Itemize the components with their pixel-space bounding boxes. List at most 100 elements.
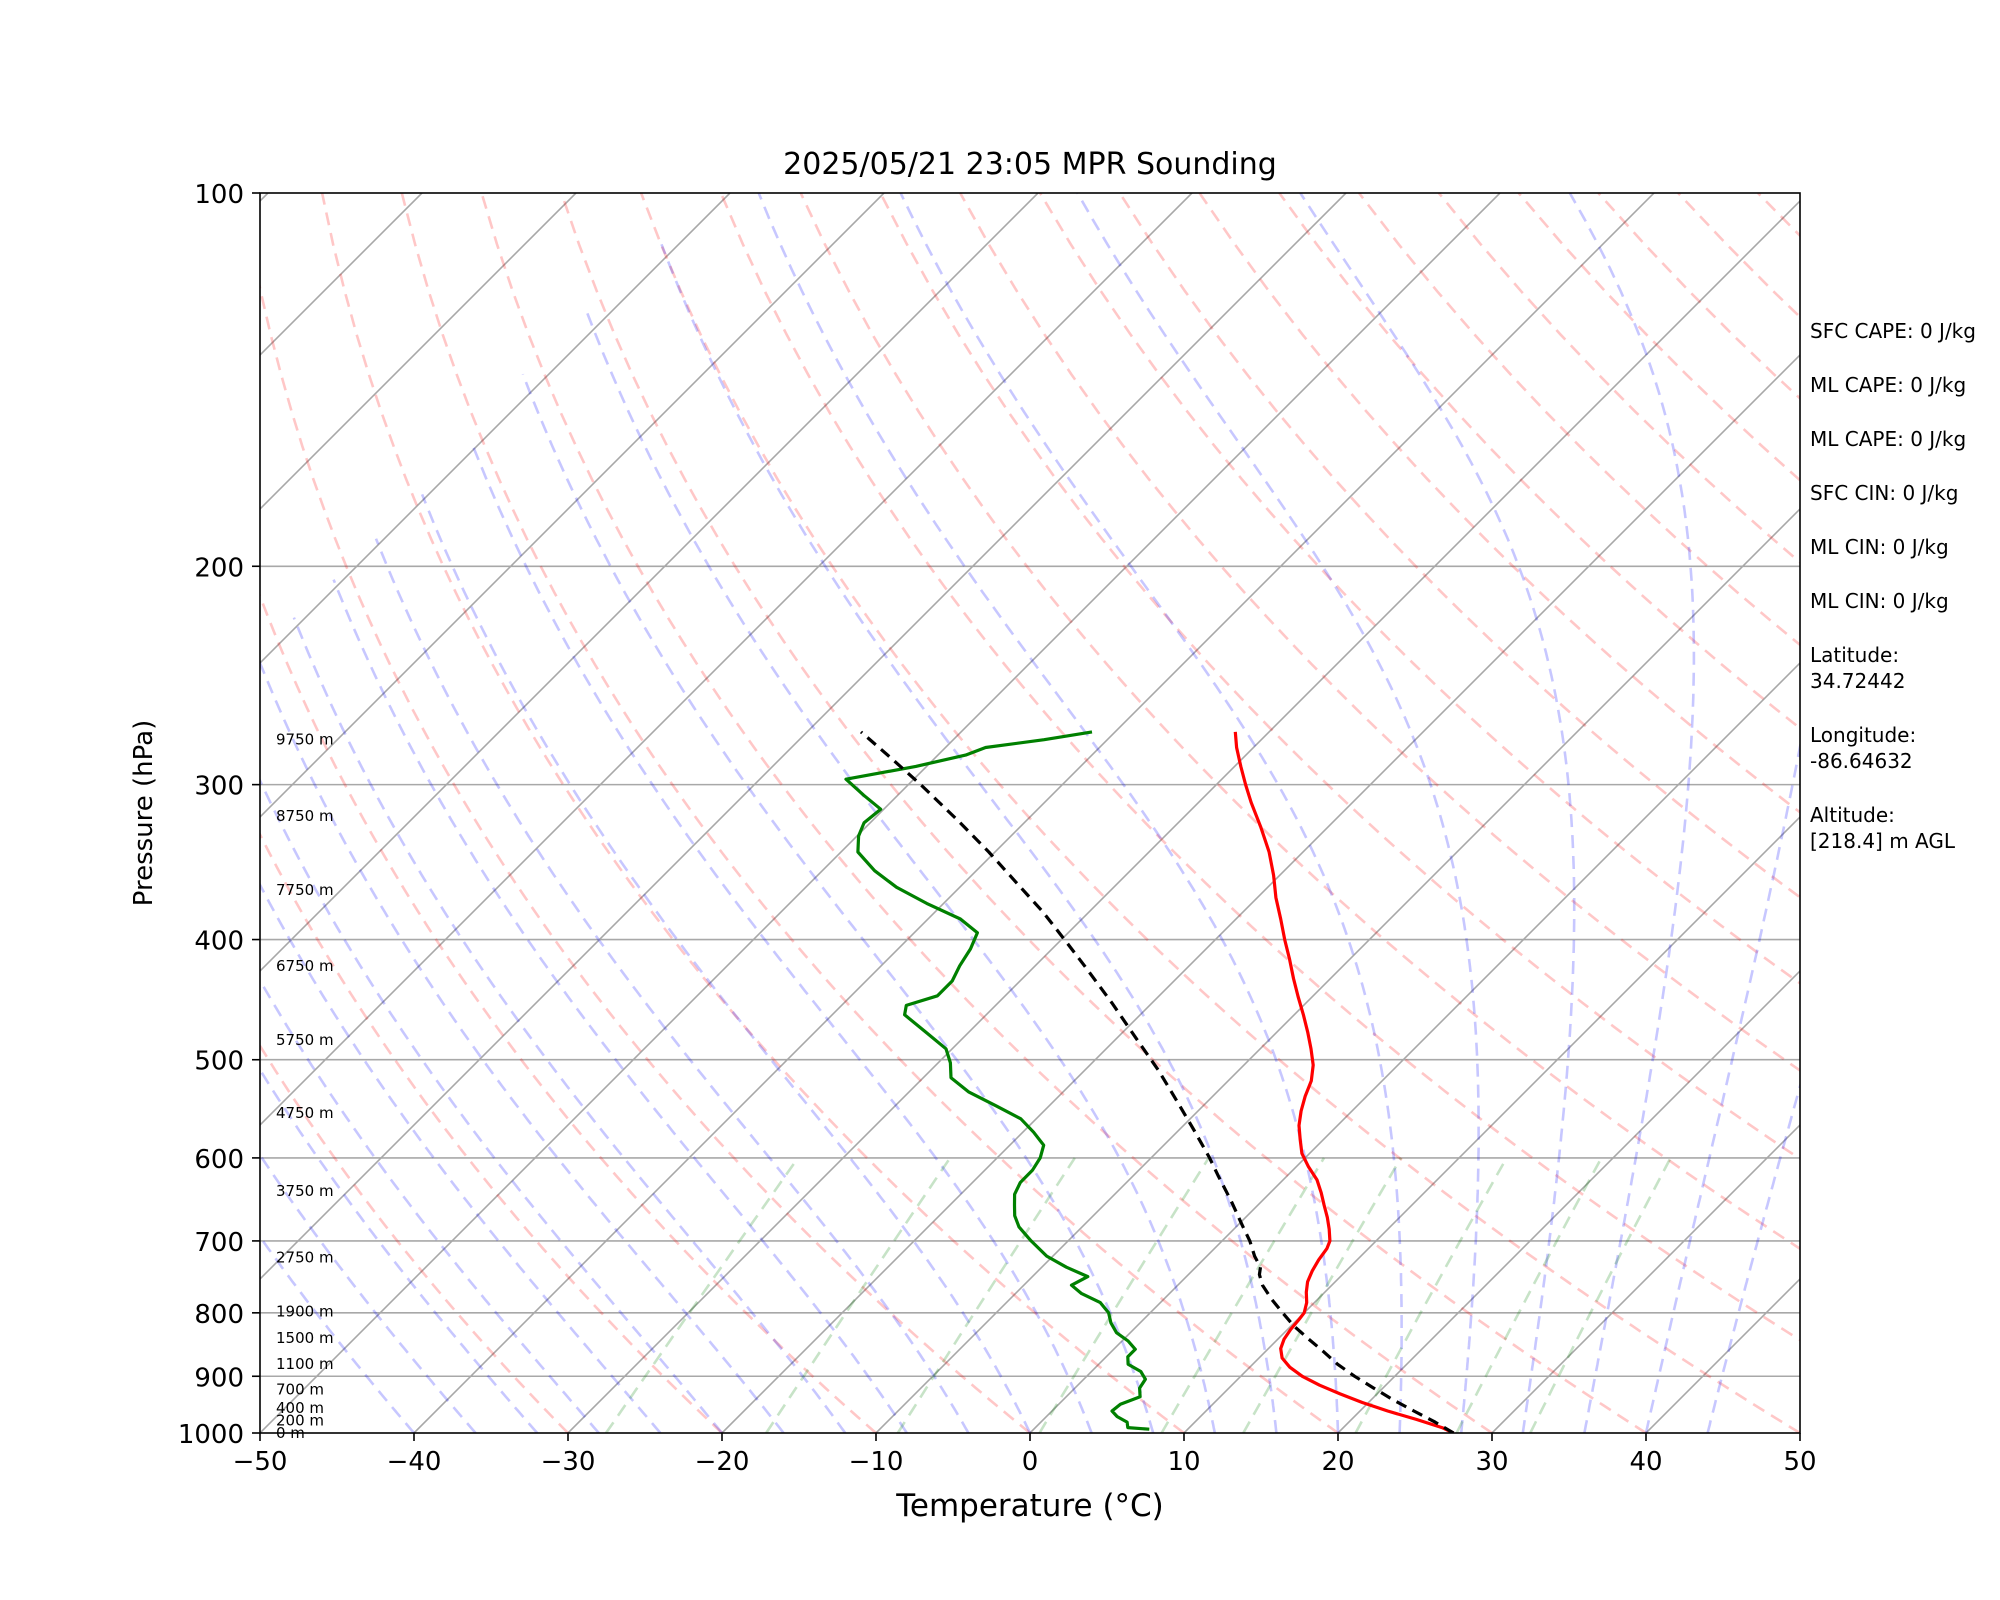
height-label: 7750 m — [276, 881, 334, 899]
isotherm-line — [567, 199, 1800, 1433]
height-label: 400 m — [276, 1399, 324, 1417]
height-label: 6750 m — [276, 957, 334, 975]
isotherm-line — [260, 193, 1347, 1281]
stat-ml-cape: ML CAPE: 0 J/kg — [1810, 373, 1967, 397]
dry-adiabat — [260, 831, 723, 1433]
isotherm-line — [260, 193, 1501, 1433]
dry-adiabat — [320, 193, 1185, 1433]
dry-adiabat — [400, 193, 1339, 1433]
parcel-profile — [859, 730, 1455, 1433]
x-tick-label: 50 — [1783, 1447, 1816, 1477]
mixing-ratio-line — [896, 1157, 1076, 1433]
isotherm-line — [260, 193, 885, 819]
dewpoint-profile — [844, 730, 1150, 1431]
isotherm-line — [260, 193, 577, 511]
moist-adiabat — [1076, 193, 1480, 1433]
stat-ml-cin-2: ML CIN: 0 J/kg — [1810, 589, 1949, 613]
moist-adiabat — [260, 659, 785, 1433]
moist-adiabat — [260, 1067, 539, 1433]
chart-title: 2025/05/21 23:05 MPR Sounding — [783, 147, 1277, 182]
x-axis-label: Temperature (°C) — [895, 1488, 1164, 1524]
isotherm-line — [1337, 969, 1800, 1433]
dry-adiabat — [799, 193, 1800, 1251]
height-label: 1500 m — [276, 1329, 334, 1347]
moist-adiabat — [260, 882, 662, 1433]
dry-adiabat — [719, 193, 1800, 1342]
moist-adiabat — [1568, 193, 1696, 1433]
moist-adiabat — [899, 193, 1403, 1433]
moist-adiabat — [1706, 1081, 1800, 1433]
height-label: 9750 m — [276, 731, 334, 749]
y-tick-label: 800 — [194, 1300, 244, 1330]
isotherm-line — [1029, 661, 1800, 1433]
x-tick-label: −40 — [387, 1447, 442, 1477]
x-tick-label: 0 — [1022, 1447, 1039, 1477]
mixing-ratio-line — [1242, 1157, 1403, 1433]
x-tick-label: −50 — [233, 1447, 288, 1477]
isotherm-line — [875, 507, 1800, 1433]
y-tick-label: 1000 — [178, 1420, 244, 1450]
isotherm-line — [260, 193, 1193, 1127]
height-label: 3750 m — [276, 1182, 334, 1200]
isotherm-line — [260, 193, 731, 665]
mixing-ratio-line — [604, 1157, 800, 1433]
moist-adiabat — [521, 373, 1155, 1433]
moist-adiabat — [292, 617, 847, 1433]
moist-adiabat — [260, 777, 724, 1433]
moist-adiabat — [260, 977, 600, 1433]
x-tick-label: −30 — [541, 1447, 596, 1477]
stat-longitude: Longitude: -86.64632 — [1810, 723, 1917, 773]
moist-adiabat — [420, 493, 1032, 1433]
isotherm-line — [1183, 815, 1800, 1433]
dry-adiabat — [639, 193, 1800, 1433]
moist-adiabat — [660, 243, 1278, 1433]
dry-adiabat — [260, 592, 877, 1433]
y-tick-label: 500 — [194, 1047, 244, 1077]
height-label: 700 m — [276, 1380, 324, 1398]
y-tick-label: 100 — [194, 180, 244, 210]
stat-latitude: Latitude: 34.72442 — [1810, 643, 1906, 693]
mixing-ratio-line — [1354, 1157, 1508, 1433]
height-label: 1100 m — [276, 1355, 334, 1373]
mixing-ratio-line — [765, 1157, 952, 1433]
moist-adiabat — [1644, 740, 1800, 1433]
moist-adiabat — [332, 579, 908, 1433]
x-tick-label: 30 — [1475, 1447, 1508, 1477]
mixing-ratio-line — [1038, 1157, 1210, 1433]
moist-adiabat — [374, 538, 970, 1433]
height-label: 2750 m — [276, 1249, 334, 1267]
mixing-ratio-line — [1160, 1157, 1326, 1433]
stat-ml-cape-2: ML CAPE: 0 J/kg — [1810, 427, 1967, 451]
isotherm-line — [413, 193, 1655, 1433]
dry-adiabat — [560, 193, 1647, 1433]
stat-sfc-cape: SFC CAPE: 0 J/kg — [1810, 319, 1976, 343]
mixing-ratio-line — [1529, 1157, 1672, 1433]
y-tick-label: 700 — [194, 1228, 244, 1258]
moist-adiabat — [471, 445, 1093, 1433]
y-tick-label: 900 — [194, 1363, 244, 1393]
isotherm-line — [721, 353, 1800, 1433]
stat-sfc-cin: SFC CIN: 0 J/kg — [1810, 481, 1959, 505]
y-tick-label: 400 — [194, 927, 244, 957]
stat-altitude: Altitude: [218.4] m AGL — [1810, 803, 1956, 853]
stat-ml-cin: ML CIN: 0 J/kg — [1810, 535, 1949, 559]
isotherm-line — [260, 193, 1039, 973]
moist-adiabat — [586, 312, 1217, 1433]
height-label: 8750 m — [276, 807, 334, 825]
temperature-profile — [1233, 731, 1455, 1433]
height-label: 4750 m — [276, 1104, 334, 1122]
height-label: 200 m — [276, 1412, 324, 1430]
y-axis-label: Pressure (hPa) — [129, 720, 159, 907]
y-tick-label: 200 — [194, 553, 244, 583]
isotherm-line — [0, 193, 114, 1433]
x-tick-label: 10 — [1167, 1447, 1200, 1477]
plot-frame — [259, 192, 1801, 1434]
isotherm-line — [1491, 1123, 1800, 1433]
x-tick-label: 40 — [1629, 1447, 1662, 1477]
mixing-ratio-line — [1455, 1157, 1603, 1433]
moist-adiabat — [1299, 193, 1576, 1433]
x-tick-label: −20 — [695, 1447, 750, 1477]
y-tick-label: 300 — [194, 772, 244, 802]
x-tick-label: −10 — [849, 1447, 904, 1477]
dry-adiabat — [260, 281, 1031, 1433]
